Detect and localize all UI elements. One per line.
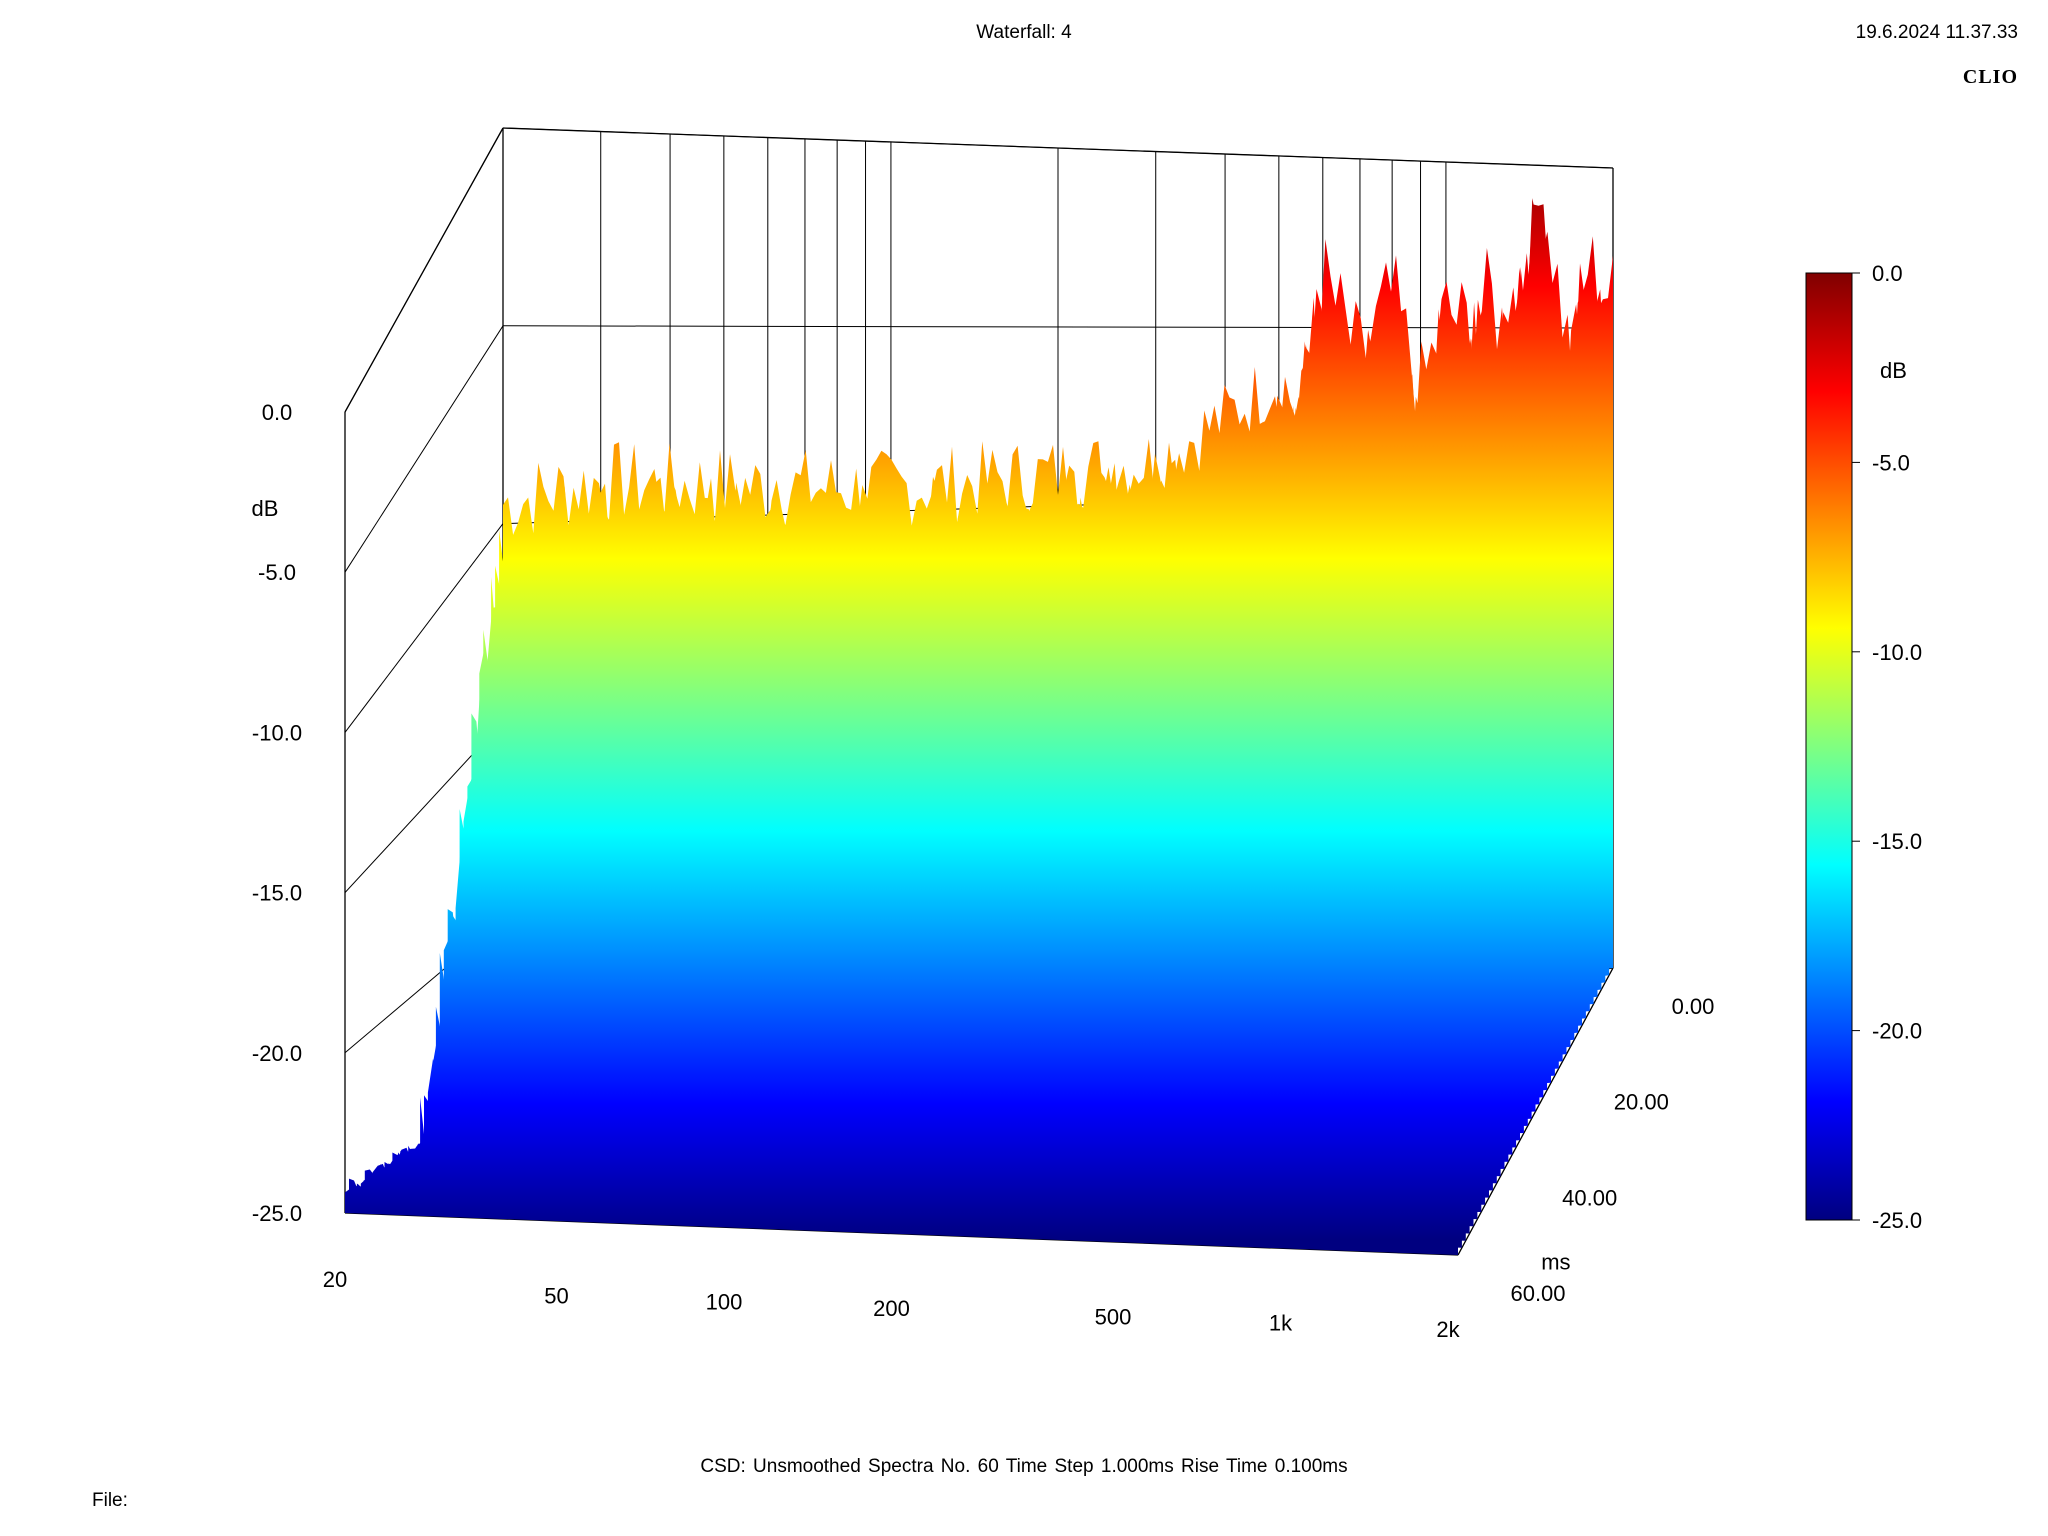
waterfall-surface bbox=[345, 198, 1613, 1255]
freq-tick-label: 50 bbox=[544, 1283, 568, 1308]
db-tick-label: 0.0 bbox=[262, 400, 293, 425]
time-tick-label: 40.00 bbox=[1562, 1185, 1617, 1210]
colorbar-tick-label: -25.0 bbox=[1872, 1208, 1922, 1233]
db-tick-label: -10.0 bbox=[252, 720, 302, 745]
db-tick-label: -5.0 bbox=[258, 560, 296, 585]
spectrum-slice bbox=[345, 1107, 1458, 1255]
timestamp: 19.6.2024 11.37.33 bbox=[1855, 22, 2018, 43]
db-gridline bbox=[344, 325, 504, 573]
db-tick-label: -25.0 bbox=[252, 1201, 302, 1226]
time-tick-label: 0.00 bbox=[1672, 994, 1715, 1019]
colorbar-tick-label: -10.0 bbox=[1872, 640, 1922, 665]
time-axis-label: ms bbox=[1541, 1249, 1570, 1274]
db-gridline bbox=[344, 127, 504, 413]
freq-tick-label: 1k bbox=[1269, 1311, 1293, 1336]
db-tick-label: -15.0 bbox=[252, 881, 302, 906]
colorbar-label: dB bbox=[1880, 358, 1907, 383]
brand-logo: CLIO bbox=[1962, 66, 2018, 88]
colorbar-tick-label: 0.0 bbox=[1872, 261, 1903, 286]
freq-tick-label: 500 bbox=[1095, 1304, 1132, 1329]
time-tick-label: 20.00 bbox=[1614, 1090, 1669, 1115]
colorbar-bar bbox=[1805, 272, 1853, 1221]
frequency-axis: 20 50 100 200 500 1k 2k bbox=[323, 1267, 1461, 1342]
db-axis-label: dB bbox=[252, 496, 279, 521]
freq-tick-label: 100 bbox=[706, 1290, 743, 1315]
db-gridline bbox=[344, 523, 504, 733]
freq-tick-label: 20 bbox=[323, 1267, 347, 1292]
spectrum-slice bbox=[352, 1024, 1466, 1241]
footer-info: CSD: Unsmoothed Spectra No. 60 Time Step… bbox=[700, 1456, 1348, 1477]
colorbar-tick-label: -20.0 bbox=[1872, 1019, 1922, 1044]
freq-tick-label: 2k bbox=[1436, 1317, 1460, 1342]
colorbar-tick-label: -15.0 bbox=[1872, 829, 1922, 854]
file-label: File: bbox=[92, 1490, 128, 1511]
time-tick-label: 60.00 bbox=[1510, 1281, 1565, 1306]
db-axis: 0.0 -5.0 -10.0 -15.0 -20.0 -25.0 dB bbox=[252, 400, 303, 1226]
colorbar: 0.0 -5.0 -10.0 -15.0 -20.0 -25.0 dB bbox=[1805, 261, 1922, 1233]
db-tick-label: -20.0 bbox=[252, 1041, 302, 1066]
colorbar-tick-label: -5.0 bbox=[1872, 450, 1910, 475]
freq-tick-label: 200 bbox=[873, 1296, 910, 1321]
chart-title: Waterfall: 4 bbox=[976, 22, 1072, 43]
time-axis: 0.00 20.00 40.00 60.00 ms bbox=[1510, 994, 1714, 1306]
